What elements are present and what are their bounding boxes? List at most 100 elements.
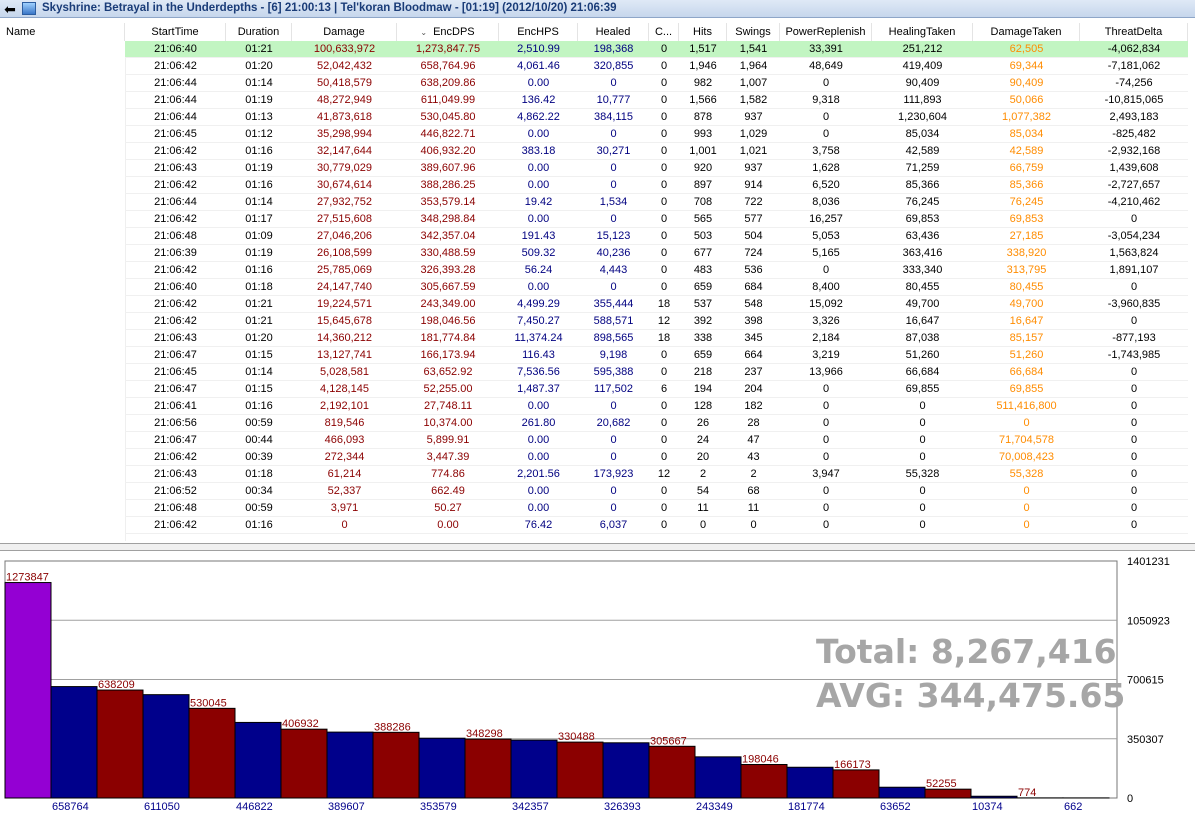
cell-encdps: 348,298.84 bbox=[397, 211, 499, 228]
cell-duration: 01:14 bbox=[226, 75, 292, 92]
cell-damage: 15,645,678 bbox=[292, 313, 397, 330]
cell-duration: 01:15 bbox=[226, 347, 292, 364]
column-header-encdps[interactable]: ⌄EncDPS bbox=[397, 23, 499, 41]
column-header-name[interactable]: Name bbox=[0, 23, 125, 41]
cell-critical: 0 bbox=[649, 58, 679, 75]
cell-duration: 01:19 bbox=[226, 92, 292, 109]
column-header-duration[interactable]: Duration bbox=[226, 23, 292, 41]
cell-threatdelta: 2,493,183 bbox=[1080, 109, 1188, 126]
cell-damagetaken: 76,245 bbox=[973, 194, 1080, 211]
cell-swings: 914 bbox=[727, 177, 780, 194]
column-header-damage[interactable]: Damage bbox=[292, 23, 397, 41]
column-header-starttime[interactable]: StartTime bbox=[125, 23, 226, 41]
cell-starttime: 21:06:42 bbox=[125, 262, 226, 279]
column-header-swings[interactable]: Swings bbox=[727, 23, 780, 41]
column-header-hits[interactable]: Hits bbox=[679, 23, 727, 41]
cell-swings: 47 bbox=[727, 432, 780, 449]
cell-healed: 30,271 bbox=[578, 143, 649, 160]
cell-powerreplenish: 0 bbox=[780, 126, 872, 143]
cell-threatdelta: 0 bbox=[1080, 517, 1188, 534]
cell-starttime: 21:06:42 bbox=[125, 313, 226, 330]
chart-bar bbox=[603, 743, 649, 798]
column-header-damagetaken[interactable]: DamageTaken bbox=[973, 23, 1080, 41]
cell-duration: 01:16 bbox=[226, 262, 292, 279]
column-header-healingtaken[interactable]: HealingTaken bbox=[872, 23, 973, 41]
cell-encdps: 388,286.25 bbox=[397, 177, 499, 194]
cell-enchps: 0.00 bbox=[499, 160, 578, 177]
cell-starttime: 21:06:45 bbox=[125, 126, 226, 143]
cell-duration: 01:16 bbox=[226, 177, 292, 194]
cell-starttime: 21:06:52 bbox=[125, 483, 226, 500]
cell-critical: 0 bbox=[649, 517, 679, 534]
cell-healingtaken: 66,684 bbox=[872, 364, 973, 381]
cell-swings: 536 bbox=[727, 262, 780, 279]
cell-healingtaken: 42,589 bbox=[872, 143, 973, 160]
chart-bar bbox=[97, 690, 143, 798]
cell-encdps: 638,209.86 bbox=[397, 75, 499, 92]
cell-damage: 27,515,608 bbox=[292, 211, 397, 228]
column-header-critical[interactable]: C... bbox=[649, 23, 679, 41]
cell-critical: 0 bbox=[649, 211, 679, 228]
back-arrow-icon[interactable]: ⬅ bbox=[2, 1, 18, 17]
column-header-threatdelta[interactable]: ThreatDelta bbox=[1080, 23, 1188, 41]
bar-value-label: 10374 bbox=[972, 801, 1003, 813]
cell-starttime: 21:06:42 bbox=[125, 211, 226, 228]
cell-critical: 0 bbox=[649, 228, 679, 245]
cell-threatdelta: 0 bbox=[1080, 500, 1188, 517]
cell-critical: 0 bbox=[649, 483, 679, 500]
cell-healed: 355,444 bbox=[578, 296, 649, 313]
cell-critical: 0 bbox=[649, 92, 679, 109]
cell-swings: 577 bbox=[727, 211, 780, 228]
column-header-healed[interactable]: Healed bbox=[578, 23, 649, 41]
cell-swings: 398 bbox=[727, 313, 780, 330]
cell-enchps: 0.00 bbox=[499, 279, 578, 296]
cell-powerreplenish: 5,053 bbox=[780, 228, 872, 245]
bar-value-label: 638209 bbox=[98, 679, 135, 691]
cell-enchps: 4,061.46 bbox=[499, 58, 578, 75]
bar-value-label: 52255 bbox=[926, 778, 957, 790]
cell-powerreplenish: 2,184 bbox=[780, 330, 872, 347]
encounter-icon bbox=[22, 2, 36, 15]
cell-threatdelta: 0 bbox=[1080, 466, 1188, 483]
cell-threatdelta: 1,439,608 bbox=[1080, 160, 1188, 177]
cell-duration: 01:19 bbox=[226, 245, 292, 262]
cell-damagetaken: 85,366 bbox=[973, 177, 1080, 194]
cell-duration: 01:18 bbox=[226, 279, 292, 296]
cell-powerreplenish: 3,219 bbox=[780, 347, 872, 364]
splitter-bar[interactable] bbox=[0, 543, 1195, 551]
cell-damagetaken: 69,853 bbox=[973, 211, 1080, 228]
column-header-powerreplenish[interactable]: PowerReplenish bbox=[780, 23, 872, 41]
column-header-enchps[interactable]: EncHPS bbox=[499, 23, 578, 41]
cell-critical: 0 bbox=[649, 415, 679, 432]
cell-starttime: 21:06:40 bbox=[125, 279, 226, 296]
